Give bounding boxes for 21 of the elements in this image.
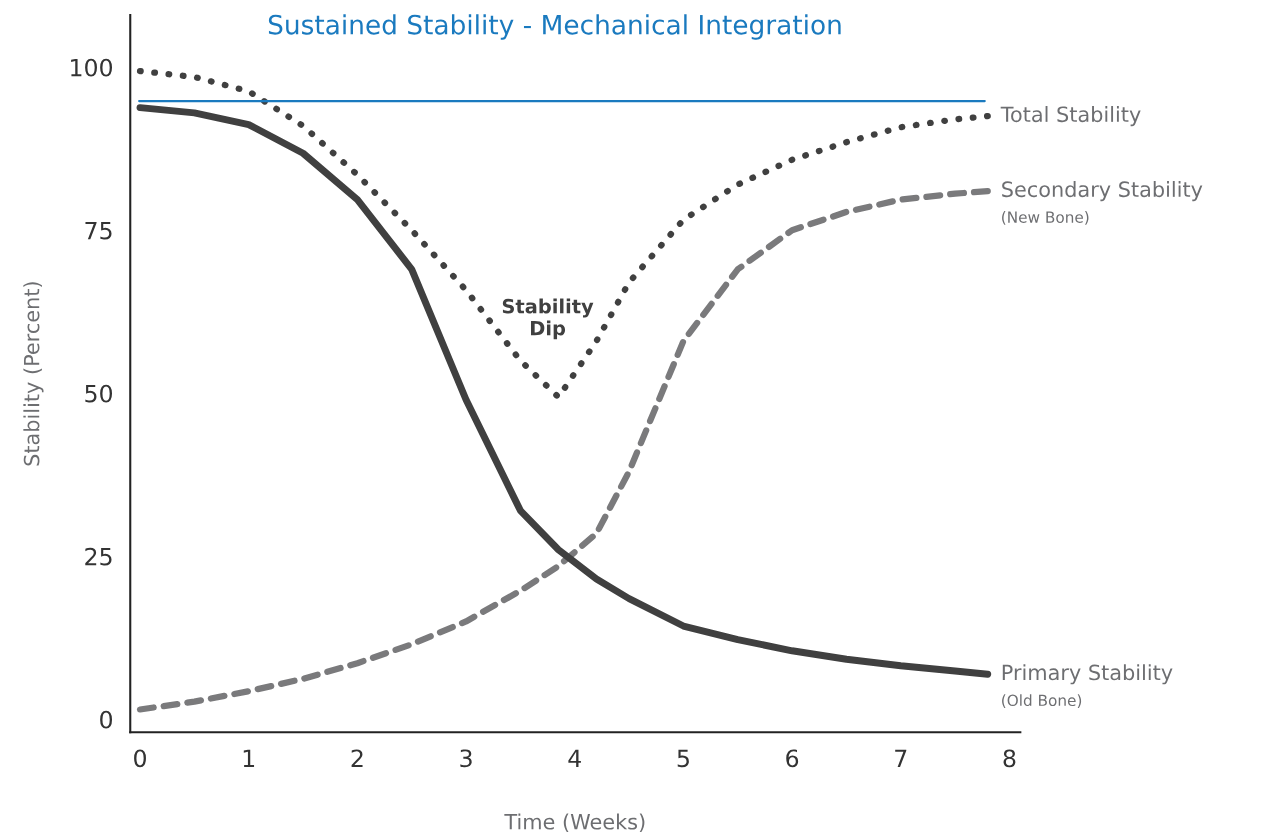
x-axis-title: Time (Weeks) (504, 813, 645, 833)
x-tick-label: 1 (243, 749, 255, 767)
y-tick-label: 25 (85, 547, 112, 566)
series-label: Primary Stability (Old Bone) (1002, 664, 1173, 708)
series-label: Secondary Stability (New Bone) (1002, 181, 1203, 225)
x-tick-label: 3 (460, 749, 472, 768)
x-tick-label: 7 (895, 749, 907, 767)
y-tick-label: 50 (85, 384, 113, 403)
x-tick-label: 6 (786, 749, 799, 768)
series-label: Total Stability (1000, 106, 1141, 127)
x-tick-label: 4 (568, 749, 581, 767)
x-tick-label: 8 (1003, 749, 1016, 768)
y-tick-label: 0 (100, 710, 113, 729)
x-tick-label: 0 (134, 749, 146, 768)
chart-title: Sustained Stability - Mechanical Integration (268, 14, 841, 40)
x-tick-label: 5 (677, 749, 689, 768)
y-tick-label: 100 (71, 58, 113, 77)
y-axis-title: Stability (Percent) (23, 282, 44, 466)
y-tick-label: 75 (85, 221, 112, 240)
x-tick-label: 2 (351, 749, 363, 767)
annotation: Stability Dip (502, 298, 594, 340)
